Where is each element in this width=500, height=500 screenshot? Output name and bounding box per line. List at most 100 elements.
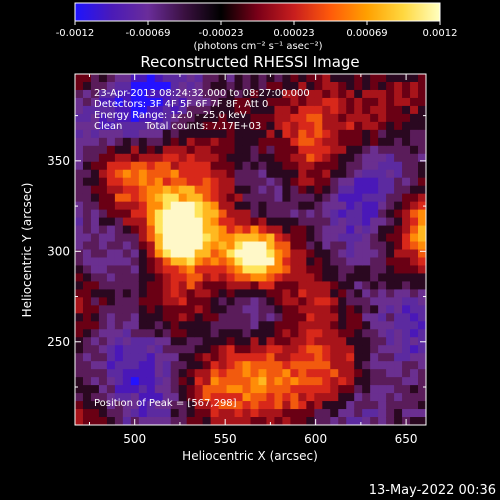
heatmap-cell [130,377,140,386]
heatmap-cell [210,273,220,283]
heatmap-cell [346,137,355,147]
heatmap-cell [210,369,220,378]
heatmap-cell [90,305,100,314]
heatmap-cell [290,81,299,91]
heatmap-cell [346,177,355,187]
heatmap-cell [298,289,307,298]
heatmap-cell [114,121,124,131]
heatmap-cell [266,377,276,386]
heatmap-cell [258,161,268,171]
heatmap-cell [82,265,92,275]
heatmap-cell [338,337,347,346]
heatmap-cell [114,313,124,322]
heatmap-cell [186,305,196,314]
heatmap-cell [90,201,100,211]
heatmap-cell [378,233,387,243]
heatmap-cell [210,417,220,425]
heatmap-cell [306,113,315,123]
total-counts-label: Total counts: 7.17E+03 [144,121,261,132]
heatmap-cell [178,329,188,338]
heatmap-cell [154,105,164,115]
heatmap-cell [242,353,252,362]
heatmap-cell [98,369,108,378]
heatmap-cell [386,297,395,306]
heatmap-cell [202,129,212,139]
heatmap-cell [266,345,276,354]
heatmap-cell [138,89,148,99]
heatmap-cell [282,337,291,346]
heatmap-cell [98,337,108,346]
heatmap-cell [98,225,108,235]
heatmap-cell [322,193,331,203]
heatmap-cell [258,353,268,362]
heatmap-cell [106,361,116,370]
heatmap-cell [242,161,252,171]
heatmap-cell [306,81,315,91]
heatmap-cell [170,81,180,91]
heatmap-cell [218,161,228,171]
heatmap-cell [362,209,371,219]
heatmap-cell [75,305,84,314]
heatmap-cell [370,105,379,115]
heatmap-cell [186,81,196,91]
heatmap-cell [106,385,116,394]
heatmap-cell [394,233,403,243]
heatmap-cell [122,353,132,362]
heatmap-cell [314,217,323,227]
heatmap-cell [146,265,156,275]
heatmap-cell [410,113,419,123]
heatmap-cell [394,217,403,227]
heatmap-cell [130,273,140,283]
heatmap-cell [282,177,291,187]
heatmap-cell [194,209,204,219]
heatmap-cell [418,313,426,322]
heatmap-cell [162,321,172,330]
heatmap-cell [170,401,180,410]
heatmap-cell [218,129,228,139]
heatmap-cell [346,345,355,354]
heatmap-cell [202,233,212,243]
heatmap-cell [106,337,116,346]
heatmap-cell [258,289,268,298]
heatmap-cell [346,113,355,123]
heatmap-cell [194,337,204,346]
heatmap-cell [146,361,156,370]
heatmap-cell [194,313,204,322]
heatmap-cell [82,74,92,83]
heatmap-cell [75,177,84,187]
heatmap-cell [362,153,371,163]
heatmap-cell [138,177,148,187]
heatmap-cell [250,361,260,370]
heatmap-cell [242,361,252,370]
heatmap-cell [394,345,403,354]
plot-frame [74,73,427,426]
heatmap-cell [114,153,124,163]
heatmap-cell [218,145,228,155]
heatmap-cell [234,225,244,235]
heatmap-cell [250,225,260,235]
heatmap-cell [75,89,84,99]
heatmap-cell [338,329,347,338]
heatmap-cell [154,313,164,322]
heatmap-cell [402,401,411,410]
heatmap-cell [234,377,244,386]
heatmap-cell [106,225,116,235]
heatmap-cell [75,81,84,91]
heatmap-cell [290,265,299,275]
heatmap-cell [314,289,323,298]
heatmap-cell [314,209,323,219]
heatmap-cell [314,329,323,338]
heatmap-cell [266,401,276,410]
heatmap-cell [298,153,307,163]
heatmap-cell [362,393,371,402]
heatmap-cell [378,113,387,123]
heatmap-cell [290,249,299,259]
heatmap-cell [202,321,212,330]
heatmap-cell [218,225,228,235]
heatmap-cell [154,193,164,203]
heatmap-cell [210,137,220,147]
heatmap-cell [322,217,331,227]
heatmap-cell [122,89,132,99]
heatmap-cell [154,361,164,370]
heatmap-cell [82,113,92,123]
